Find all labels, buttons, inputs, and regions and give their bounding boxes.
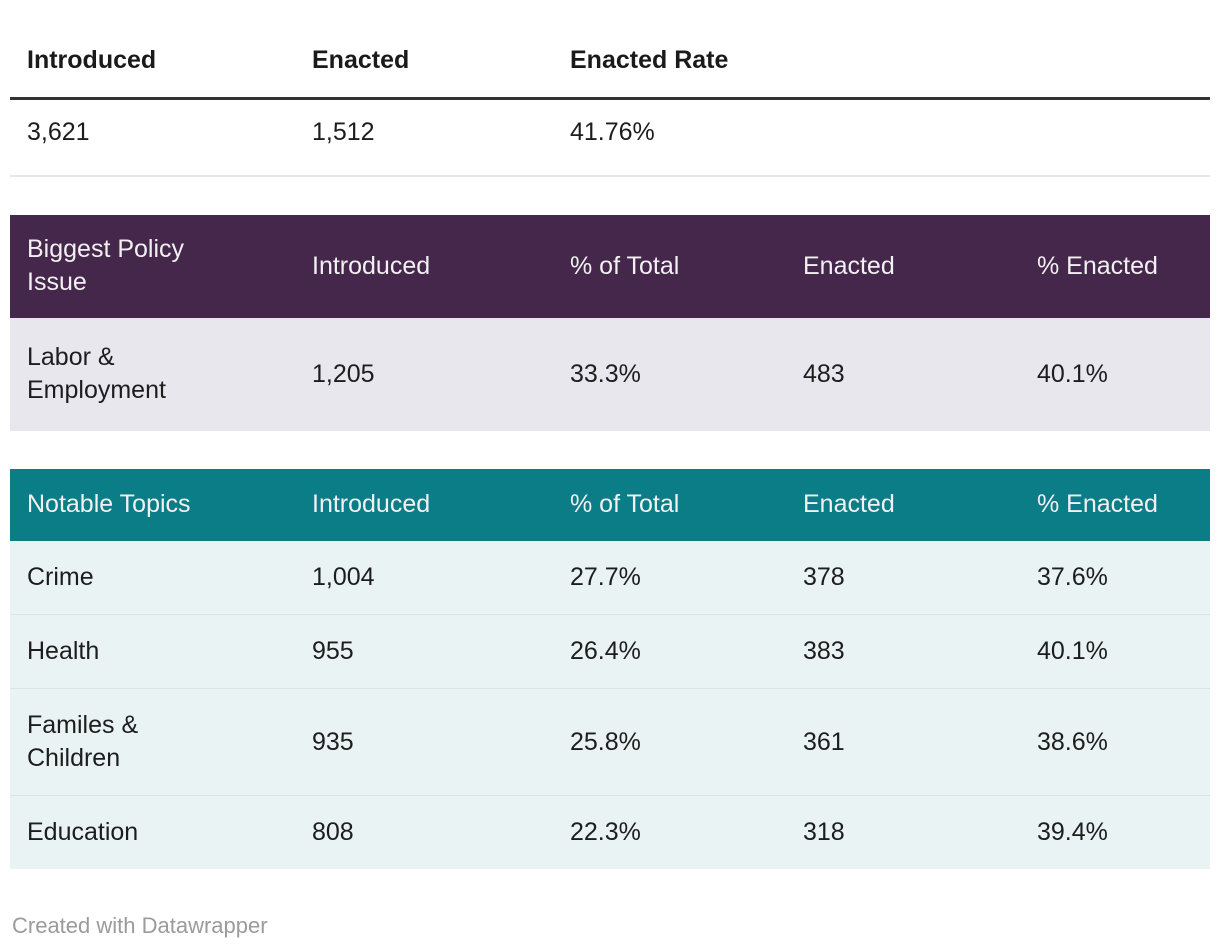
table-row-labor-employment: Labor & Employment 1,205 33.3% 483 40.1% [10,318,1210,431]
column-header-introduced: Introduced [312,251,431,280]
cell-introduced-total: 3,621 [27,118,90,146]
topics-header-row: Notable Topics Introduced % of Total Ena… [10,469,1210,541]
table-row-crime: Crime 1,004 27.7% 378 37.6% [10,541,1210,614]
cell-introduced: 955 [312,637,354,665]
column-header-pct-enacted: % Enacted [1037,251,1158,280]
column-header-enacted: Enacted [803,490,895,518]
policy-issue-table: Biggest Policy Issue Introduced % of Tot… [10,215,1210,431]
column-header-notable-topics: Notable Topics [27,490,191,518]
cell-enacted-total: 1,512 [312,118,375,146]
notable-topics-table: Notable Topics Introduced % of Total Ena… [10,469,1210,869]
cell-pct-enacted: 40.1% [1037,637,1108,665]
cell-topic: Labor & Employment [27,343,166,404]
table-row: 3,621 1,512 41.76% [10,100,1210,177]
policy-header-row: Biggest Policy Issue Introduced % of Tot… [10,215,1210,318]
cell-enacted: 378 [803,563,845,591]
cell-pct-enacted: 37.6% [1037,563,1108,591]
cell-pct-enacted: 39.4% [1037,818,1108,846]
column-header-enacted: Enacted [312,46,410,74]
cell-enacted: 318 [803,818,845,846]
datawrapper-credit-link[interactable]: Created with Datawrapper [12,913,268,938]
cell-introduced: 935 [312,727,354,756]
table-row-familes-children: Familes & Children 935 25.8% 361 38.6% [10,688,1210,795]
cell-pct-enacted: 38.6% [1037,727,1108,756]
cell-pct-enacted: 40.1% [1037,359,1108,388]
table-row-education: Education 808 22.3% 318 39.4% [10,795,1210,869]
cell-introduced: 1,205 [312,359,375,388]
column-header-pct-of-total: % of Total [570,251,680,280]
column-header-biggest-policy-issue: Biggest Policy Issue [27,235,185,296]
column-header-introduced: Introduced [27,46,157,74]
cell-pct-of-total: 33.3% [570,359,641,388]
cell-enacted: 361 [803,727,845,756]
cell-enacted-rate: 41.76% [570,118,655,146]
cell-introduced: 808 [312,818,354,846]
table-row-health: Health 955 26.4% 383 40.1% [10,614,1210,688]
cell-pct-of-total: 27.7% [570,563,641,591]
cell-pct-of-total: 22.3% [570,818,641,846]
cell-topic: Education [27,818,139,846]
cell-pct-of-total: 26.4% [570,637,641,665]
cell-pct-of-total: 25.8% [570,727,641,756]
column-header-enacted-rate: Enacted Rate [570,46,729,74]
cell-topic: Familes & Children [27,711,139,772]
cell-enacted: 483 [803,359,845,388]
datawrapper-table-chart: Introduced Enacted Enacted Rate 3,621 1,… [10,30,1210,939]
cell-introduced: 1,004 [312,563,375,591]
cell-topic: Health [27,637,100,665]
summary-header-row: Introduced Enacted Enacted Rate [10,30,1210,100]
cell-topic: Crime [27,563,94,591]
summary-table: Introduced Enacted Enacted Rate 3,621 1,… [10,30,1210,177]
cell-enacted: 383 [803,637,845,665]
column-header-introduced: Introduced [312,490,431,518]
column-header-pct-enacted: % Enacted [1037,490,1158,518]
column-header-pct-of-total: % of Total [570,490,680,518]
column-header-enacted: Enacted [803,251,895,280]
